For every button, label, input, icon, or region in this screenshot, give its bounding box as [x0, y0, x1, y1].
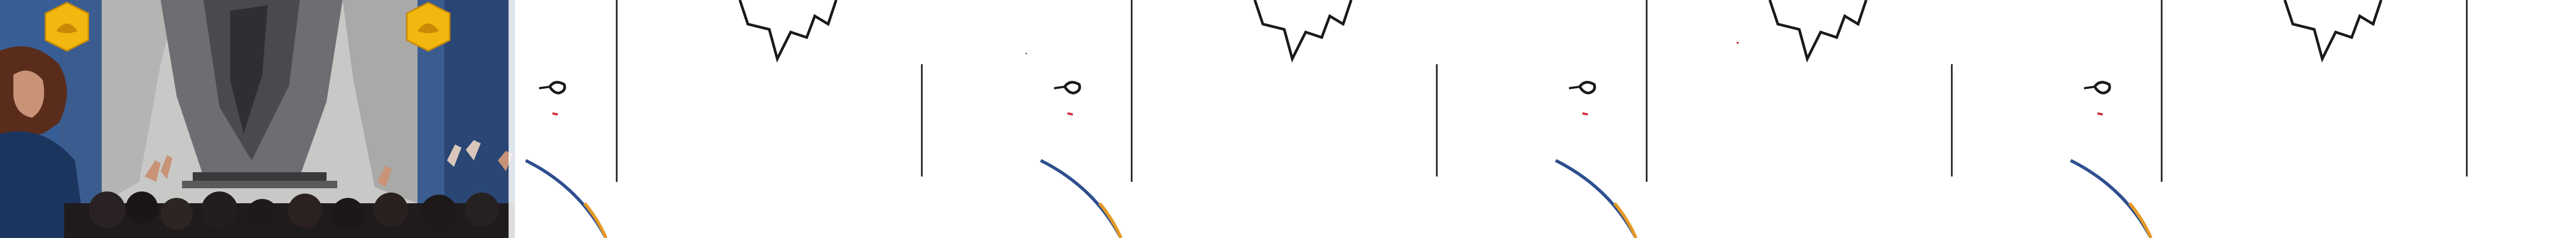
stone-portal — [102, 0, 418, 203]
lantern-lotus-icon — [406, 2, 451, 52]
sketch-face-glasses — [1063, 81, 1081, 95]
sketch-orange-curve — [1098, 202, 1123, 238]
sketch-cave-outline — [2283, 0, 2383, 63]
sketch-cave-outline — [738, 0, 838, 63]
lantern-lotus-icon — [44, 2, 89, 52]
sketch-orange-curve — [583, 202, 608, 238]
frame-line-sketch-4 — [2060, 0, 2576, 238]
frame-painted-crowd-scene — [0, 0, 515, 238]
line-sketch-drawing — [1030, 0, 1545, 238]
sketch-face-glasses — [548, 81, 566, 95]
sketch-orange-curve — [2128, 202, 2153, 238]
sketch-eyebrow — [539, 86, 551, 89]
frame-line-sketch-2 — [1030, 0, 1545, 238]
sketch-mouth — [1067, 112, 1073, 116]
sketch-mouth — [2097, 112, 2103, 116]
sketch-face-glasses — [2093, 81, 2111, 95]
frame-line-sketch-1 — [515, 0, 1030, 238]
crowd-scene-illustration — [0, 0, 515, 238]
sketch-orange-curve — [1613, 202, 1638, 238]
crowd-silhouettes — [64, 140, 514, 238]
line-sketch-drawing — [515, 0, 1030, 238]
sketch-cave-outline — [1768, 0, 1868, 63]
sketch-eyebrow — [1569, 86, 1581, 89]
line-sketch-drawing — [2060, 0, 2576, 238]
sketch-cave-outline — [1253, 0, 1353, 63]
sketch-eyebrow — [2083, 86, 2096, 89]
line-sketch-drawing — [1545, 0, 2060, 238]
sketch-mouth — [552, 112, 558, 116]
sketch-mouth — [1582, 112, 1588, 116]
sketch-eyebrow — [1054, 86, 1066, 89]
frame-line-sketch-3 — [1545, 0, 2060, 238]
paper-edge — [509, 0, 515, 238]
sketch-face-glasses — [1578, 81, 1596, 95]
